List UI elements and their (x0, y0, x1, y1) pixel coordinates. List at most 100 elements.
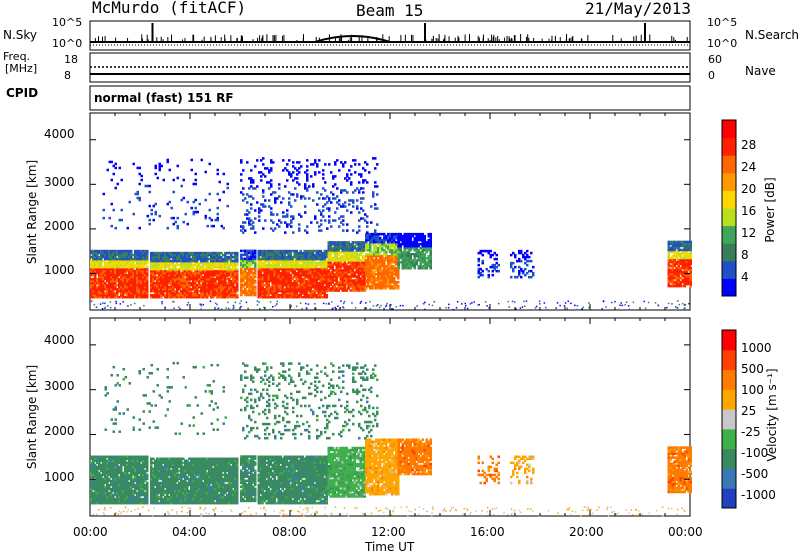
echo-cell (96, 279, 99, 283)
echo-cell (172, 190, 175, 194)
echo-cell (196, 251, 199, 255)
echo-cell (477, 271, 480, 275)
echo-cell (419, 236, 422, 240)
echo-cell (172, 267, 175, 271)
echo-cell (355, 251, 358, 254)
echo-cell (383, 242, 386, 246)
echo-cell (116, 259, 119, 263)
echo-cell (118, 269, 121, 273)
echo-cell (277, 285, 280, 289)
echo-cell (342, 219, 345, 222)
echo-cell (218, 253, 221, 257)
echo-cell (387, 275, 390, 278)
echo-cell (138, 261, 141, 265)
echo-cell (234, 279, 237, 283)
echo-cell (363, 285, 366, 288)
echo-cell (228, 269, 231, 273)
echo-cell (275, 257, 278, 261)
echo-cell (134, 257, 137, 261)
echo-cell (675, 268, 678, 272)
echo-cell (190, 271, 193, 275)
echo-cell (228, 287, 231, 291)
echo-cell (110, 273, 113, 277)
echo-cell (261, 275, 264, 279)
echo-cell (489, 265, 492, 269)
echo-cell (528, 255, 531, 259)
echo-cell (364, 219, 367, 222)
velocity-cbar-tick-1000: 1000 (741, 341, 772, 355)
echo-cell (146, 257, 149, 261)
echo-cell (295, 291, 298, 295)
echo-cell (267, 281, 270, 285)
echo-cell (114, 279, 117, 283)
echo-cell (677, 276, 680, 280)
echo-cell (158, 287, 161, 291)
echo-cell (391, 271, 394, 274)
echo-cell (112, 164, 115, 168)
echo-cell (683, 284, 686, 288)
echo-cell (333, 259, 336, 262)
echo-cell (96, 501, 99, 505)
echo-cell (341, 263, 344, 266)
echo-cell (423, 262, 426, 266)
echo-cell (164, 255, 167, 259)
echo-cell (337, 289, 340, 292)
echo-cell (114, 283, 117, 287)
echo-cell (150, 265, 153, 269)
echo-cell (366, 231, 369, 234)
echo-cell (349, 265, 352, 268)
echo-cell (397, 260, 400, 264)
echo-cell (679, 244, 682, 248)
echo-cell (166, 202, 169, 206)
echo-cell (510, 261, 513, 265)
echo-cell (170, 281, 173, 285)
echo-cell (405, 244, 408, 248)
echo-cell (409, 238, 412, 242)
echo-cell (212, 279, 215, 283)
echo-cell (228, 263, 231, 267)
echo-cell (138, 265, 141, 269)
echo-cell (361, 279, 364, 282)
echo-cell (375, 252, 378, 256)
echo-cell (286, 209, 289, 212)
echo-cell (269, 253, 272, 257)
echo-cell (108, 263, 111, 267)
echo-cell (377, 262, 380, 266)
power-cbar-tick-20: 20 (741, 182, 757, 196)
echo-cell (112, 277, 115, 281)
echo-cell (319, 295, 322, 299)
station-title: McMurdo (fitACF) (92, 0, 247, 17)
echo-cell (254, 281, 257, 285)
echo-cell (339, 263, 342, 266)
echo-cell (248, 219, 251, 222)
echo-cell (267, 249, 270, 253)
echo-cell (389, 260, 392, 264)
echo-cell (419, 246, 422, 250)
echo-cell (689, 268, 692, 272)
echo-cell (510, 263, 513, 267)
echo-cell (150, 259, 153, 263)
echo-cell (190, 269, 193, 273)
echo-cell (104, 493, 107, 497)
echo-cell (250, 285, 253, 289)
echo-cell (116, 287, 119, 291)
echo-cell (263, 295, 266, 299)
echo-cell (204, 279, 207, 283)
echo-cell (687, 240, 690, 244)
echo-cell (102, 479, 105, 483)
echo-cell (102, 259, 105, 263)
echo-cell (132, 293, 135, 297)
echo-cell (307, 283, 310, 287)
echo-cell (166, 226, 169, 230)
echo-cell (246, 251, 249, 255)
echo-cell (190, 158, 193, 162)
echo-cell (381, 244, 384, 248)
echo-cell (369, 271, 372, 274)
echo-cell (142, 261, 145, 265)
echo-cell (250, 275, 253, 279)
echo-cell (355, 283, 358, 286)
echo-cell (232, 293, 235, 297)
echo-cell (220, 257, 223, 261)
echo-cell (415, 260, 418, 264)
echo-cell (285, 249, 288, 253)
